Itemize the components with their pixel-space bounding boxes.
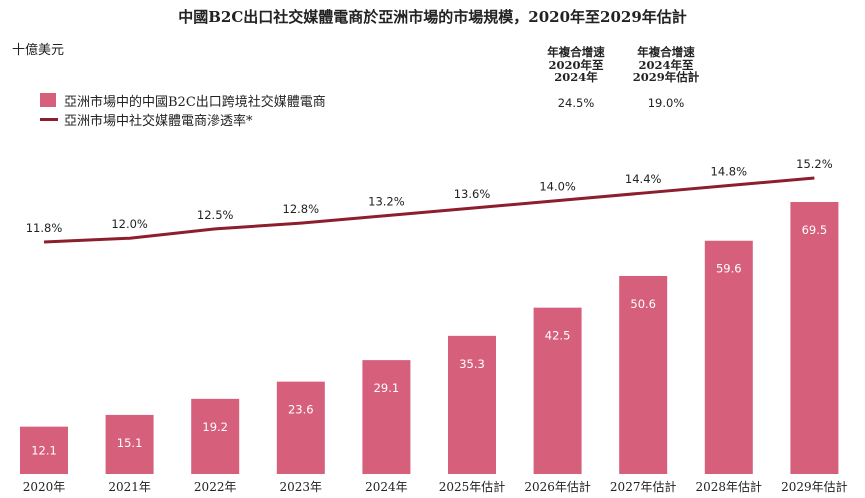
unit-label: 十億美元 bbox=[12, 43, 65, 58]
bar-5 bbox=[448, 335, 496, 474]
line-value-label-1: 12.0% bbox=[111, 217, 148, 231]
bar-value-label-6: 42.5 bbox=[545, 329, 571, 343]
line-value-label-9: 15.2% bbox=[796, 157, 833, 171]
bar-value-label-3: 23.6 bbox=[288, 403, 314, 417]
cagr-value-2020-2024: 24.5% bbox=[557, 96, 595, 110]
bar-6 bbox=[533, 307, 582, 474]
x-tick-label-9: 2029年估計 bbox=[781, 479, 848, 494]
legend-item-line: 亞洲市場中社交媒體電商滲透率* bbox=[40, 110, 253, 129]
bar-9 bbox=[790, 202, 839, 474]
x-tick-label-5: 2025年估計 bbox=[439, 479, 506, 494]
line-value-label-8: 14.8% bbox=[711, 165, 748, 179]
bar-value-label-9: 69.5 bbox=[802, 223, 828, 237]
legend-label-bar: 亞洲市場中的中國B2C出口跨境社交媒體電商 bbox=[64, 94, 326, 110]
line-value-label-7: 14.4% bbox=[625, 172, 662, 186]
x-tick-label-1: 2021年 bbox=[108, 480, 151, 494]
bar-value-label-1: 15.1 bbox=[117, 436, 143, 450]
line-value-label-5: 13.6% bbox=[454, 187, 491, 201]
bar-value-label-5: 35.3 bbox=[459, 357, 485, 371]
legend-label-line: 亞洲市場中社交媒體電商滲透率* bbox=[64, 113, 253, 129]
bar-2 bbox=[191, 398, 240, 474]
bar-1 bbox=[105, 414, 154, 474]
bar-value-label-4: 29.1 bbox=[374, 381, 400, 395]
x-tick-label-8: 2028年估計 bbox=[696, 479, 763, 494]
legend-item-bar: 亞洲市場中的中國B2C出口跨境社交媒體電商 bbox=[40, 91, 326, 110]
legend-swatch-bar bbox=[40, 93, 56, 107]
x-tick-label-4: 2024年 bbox=[365, 480, 408, 494]
legend-swatch-line bbox=[40, 117, 58, 121]
x-tick-label-0: 2020年 bbox=[23, 480, 66, 494]
bar-8 bbox=[704, 240, 753, 474]
line-value-label-3: 12.8% bbox=[283, 202, 320, 216]
line-value-label-6: 14.0% bbox=[539, 180, 576, 194]
bar-4 bbox=[362, 360, 411, 474]
bar-value-label-8: 59.6 bbox=[716, 262, 742, 276]
bar-value-label-2: 19.2 bbox=[202, 420, 228, 434]
bar-7 bbox=[619, 275, 668, 474]
bar-0 bbox=[20, 426, 68, 474]
x-tick-label-7: 2027年估計 bbox=[610, 479, 677, 494]
bar-value-label-0: 12.1 bbox=[31, 443, 57, 457]
line-value-label-0: 11.8% bbox=[26, 221, 63, 235]
bar-3 bbox=[276, 381, 325, 474]
chart-title: 中國B2C出口社交媒體電商於亞洲市場的市場規模，2020年至2029年估計 bbox=[178, 8, 687, 26]
line-value-label-2: 12.5% bbox=[197, 208, 234, 222]
cagr-header-2020-2024: 年複合增速 2020年至 2024年 bbox=[547, 45, 605, 84]
x-tick-label-3: 2023年 bbox=[280, 480, 323, 494]
x-tick-label-6: 2026年估計 bbox=[524, 479, 591, 494]
x-tick-label-2: 2022年 bbox=[194, 480, 237, 494]
cagr-header-2024-2029: 年複合增速 2024年至 2029年估計 bbox=[632, 45, 700, 84]
penetration-line bbox=[43, 176, 815, 244]
bar-value-label-7: 50.6 bbox=[630, 297, 656, 311]
line-value-label-4: 13.2% bbox=[368, 195, 405, 209]
cagr-value-2024-2029: 19.0% bbox=[647, 96, 685, 110]
